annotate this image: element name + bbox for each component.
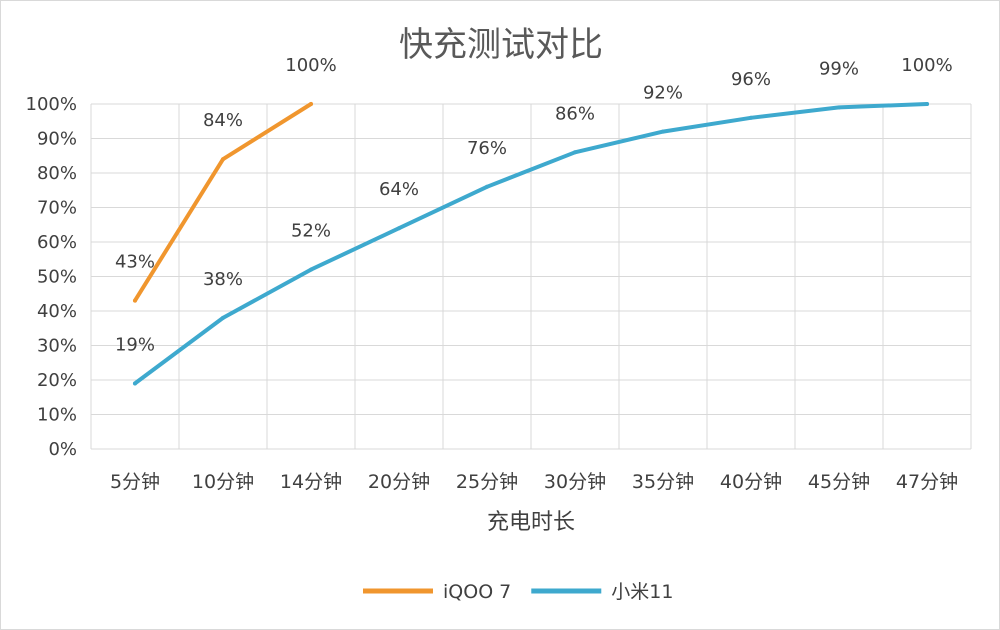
data-label: 86% [555,103,595,124]
data-point [837,105,841,110]
x-tick-label: 35分钟 [632,471,694,493]
series-lines [133,102,929,386]
data-label: 38% [203,269,243,290]
data-point [573,150,577,155]
y-tick-label: 90% [37,129,77,150]
y-tick-label: 0% [48,439,77,460]
y-tick-label: 30% [37,336,77,357]
data-label: 100% [901,55,952,76]
y-tick-label: 60% [37,232,77,253]
data-point [485,184,489,189]
data-label: 84% [203,110,243,131]
legend: iQOO 7 小米11 [363,581,673,603]
x-axis-label: 充电时长 [487,510,575,535]
y-tick-label: 20% [37,370,77,391]
data-labels: 43% 84% 100% 19% 38% 52% 64% 76% 86% 92% 96% 99% 100… [115,55,953,355]
data-point [309,267,313,272]
data-point [661,129,665,134]
series-line-1 [133,102,929,386]
y-tick-label: 10% [37,405,77,426]
y-tick-label: 70% [37,198,77,219]
data-point [397,226,401,231]
data-point [309,102,313,106]
x-tick-label: 47分钟 [896,471,958,493]
x-tick-label: 45分钟 [808,471,870,493]
x-tick-label: 30分钟 [544,471,606,493]
data-label: 52% [291,221,331,242]
data-label: 19% [115,334,155,355]
x-tick-label: 25分钟 [456,471,518,493]
data-point [221,157,225,162]
data-label: 64% [379,179,419,200]
x-tick-label: 14分钟 [280,471,342,493]
data-point [749,115,753,120]
data-label: 96% [731,69,771,90]
gridlines [90,103,972,450]
data-label: 92% [643,83,683,104]
x-tick-label: 5分钟 [110,471,160,493]
y-tick-label: 100% [26,94,77,115]
legend-label: 小米11 [611,581,673,603]
data-point [133,298,137,303]
data-point [925,102,929,106]
y-tick-label: 80% [37,163,77,184]
data-label: 76% [467,138,507,159]
x-axis-ticks: 5分钟 10分钟 14分钟 20分钟 25分钟 30分钟 35分钟 40分钟 45分钟 47分钟 [110,471,958,493]
data-label: 99% [819,58,859,79]
data-point [133,381,137,386]
y-tick-label: 40% [37,301,77,322]
data-point [221,315,225,320]
x-tick-label: 40分钟 [720,471,782,493]
legend-label: iQOO 7 [443,581,511,603]
x-tick-label: 10分钟 [192,471,254,493]
chart-title: 快充测试对比 [399,25,603,65]
x-tick-label: 20分钟 [368,471,430,493]
y-axis-ticks: 0% 10% 20% 30% 40% 50% 60% 70% 80% 90% 100% [26,94,77,460]
y-tick-label: 50% [37,267,77,288]
data-label: 100% [285,55,336,76]
data-label: 43% [115,252,155,273]
